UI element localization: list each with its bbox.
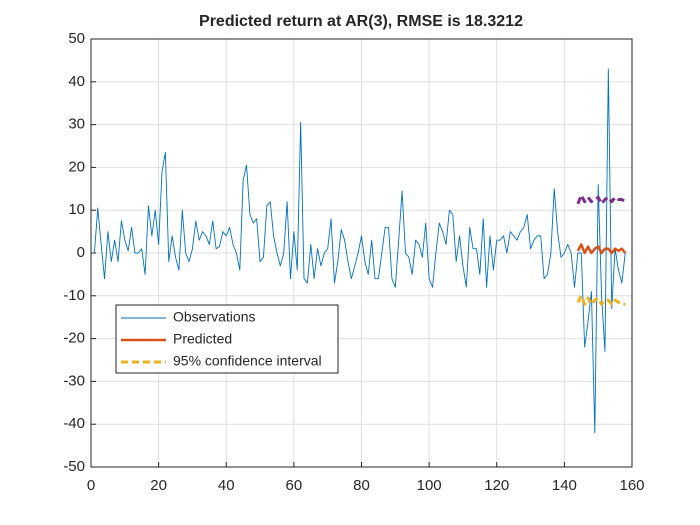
y-tick-label: 30 (68, 116, 85, 133)
axes-box (90, 38, 633, 468)
series-line (93, 68, 626, 434)
y-tick-label: -30 (63, 372, 85, 389)
x-tick-label: 80 (353, 477, 370, 494)
x-tick-label: 60 (286, 477, 303, 494)
y-tick-label: 0 (77, 244, 85, 261)
legend-label: Observations (173, 309, 255, 325)
y-tick-label: 50 (68, 30, 85, 47)
chart-title: Predicted return at AR(3), RMSE is 18.32… (199, 13, 523, 30)
y-tick-label: 40 (68, 73, 85, 90)
legend-label: Predicted (173, 331, 232, 347)
x-tick-label: 100 (417, 477, 442, 494)
y-tick-label: -10 (63, 287, 85, 304)
series-line (576, 294, 626, 306)
y-tick-label: -40 (63, 415, 85, 432)
x-tick-label: 0 (87, 477, 95, 494)
x-tick-label: 160 (619, 477, 644, 494)
legend-label: 95% confidence interval (173, 353, 322, 369)
x-tick-label: 140 (552, 477, 577, 494)
y-tick-label: -50 (63, 458, 85, 475)
x-tick-label: 20 (150, 477, 167, 494)
y-tick-label: -20 (63, 330, 85, 347)
y-tick-label: 10 (68, 201, 85, 218)
x-tick-label: 40 (218, 477, 235, 494)
y-tick-label: 20 (68, 158, 85, 175)
x-tick-label: 120 (484, 477, 509, 494)
series-line (576, 243, 627, 255)
